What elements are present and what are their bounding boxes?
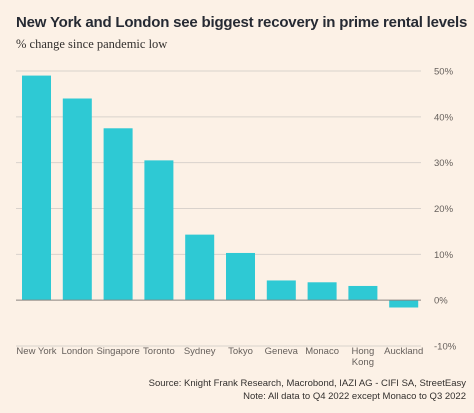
- y-tick-label: 40%: [434, 112, 454, 123]
- x-category-label-line: Sydney: [184, 346, 216, 357]
- y-tick-label: 10%: [434, 250, 454, 261]
- y-axis-ticks: 50% 40% 30% 20% 10% 0% -10%: [434, 67, 457, 353]
- x-category-label: Hong Kong: [352, 346, 375, 368]
- x-category-label: Monaco: [305, 346, 339, 357]
- y-tick-label: 30%: [434, 158, 454, 169]
- x-category-label: Singapore: [96, 346, 139, 357]
- bar: [62, 98, 92, 301]
- x-category-label-line: New York: [16, 346, 56, 357]
- x-category-label-line: Hong: [352, 346, 375, 357]
- x-category-label: Auckland: [384, 346, 423, 357]
- x-category-label: Sydney: [184, 346, 216, 357]
- y-tick-label: 0%: [434, 296, 448, 307]
- y-tick-label: 50%: [434, 67, 454, 78]
- bar: [22, 75, 51, 301]
- chart-source: Source: Knight Frank Research, Macrobond…: [149, 377, 466, 403]
- bar: [185, 234, 215, 301]
- x-category-label: London: [61, 346, 93, 357]
- bar: [389, 300, 419, 308]
- x-category-label-line: Toronto: [143, 346, 175, 357]
- x-category-label: Tokyo: [228, 346, 253, 357]
- x-axis-categories: New York London Singapore Toronto Sydney Toky…: [16, 346, 423, 368]
- bar: [103, 128, 133, 301]
- note-line: Note: All data to Q4 2022 except Monaco …: [243, 391, 466, 402]
- x-category-label-line: Kong: [352, 357, 374, 368]
- x-category-label-line: Auckland: [384, 346, 423, 357]
- y-tick-label: -10%: [434, 342, 457, 353]
- x-category-label: New York: [16, 346, 56, 357]
- x-category-label: Geneva: [265, 346, 299, 357]
- bar: [307, 282, 337, 301]
- chart-subtitle: % change since pandemic low: [16, 37, 168, 51]
- bar: [226, 252, 255, 301]
- chart-title: New York and London see biggest recovery…: [16, 14, 468, 31]
- bar: [348, 285, 378, 301]
- x-category-label-line: London: [61, 346, 93, 357]
- bar: [266, 280, 296, 301]
- source-line: Source: Knight Frank Research, Macrobond…: [148, 378, 466, 389]
- bar: [144, 160, 174, 301]
- y-tick-label: 20%: [434, 204, 454, 215]
- bars: [22, 75, 419, 308]
- x-category-label-line: Monaco: [305, 346, 339, 357]
- x-category-label-line: Singapore: [96, 346, 139, 357]
- x-category-label-line: Geneva: [265, 346, 299, 357]
- x-category-label: Toronto: [143, 346, 175, 357]
- x-category-label-line: Tokyo: [228, 346, 253, 357]
